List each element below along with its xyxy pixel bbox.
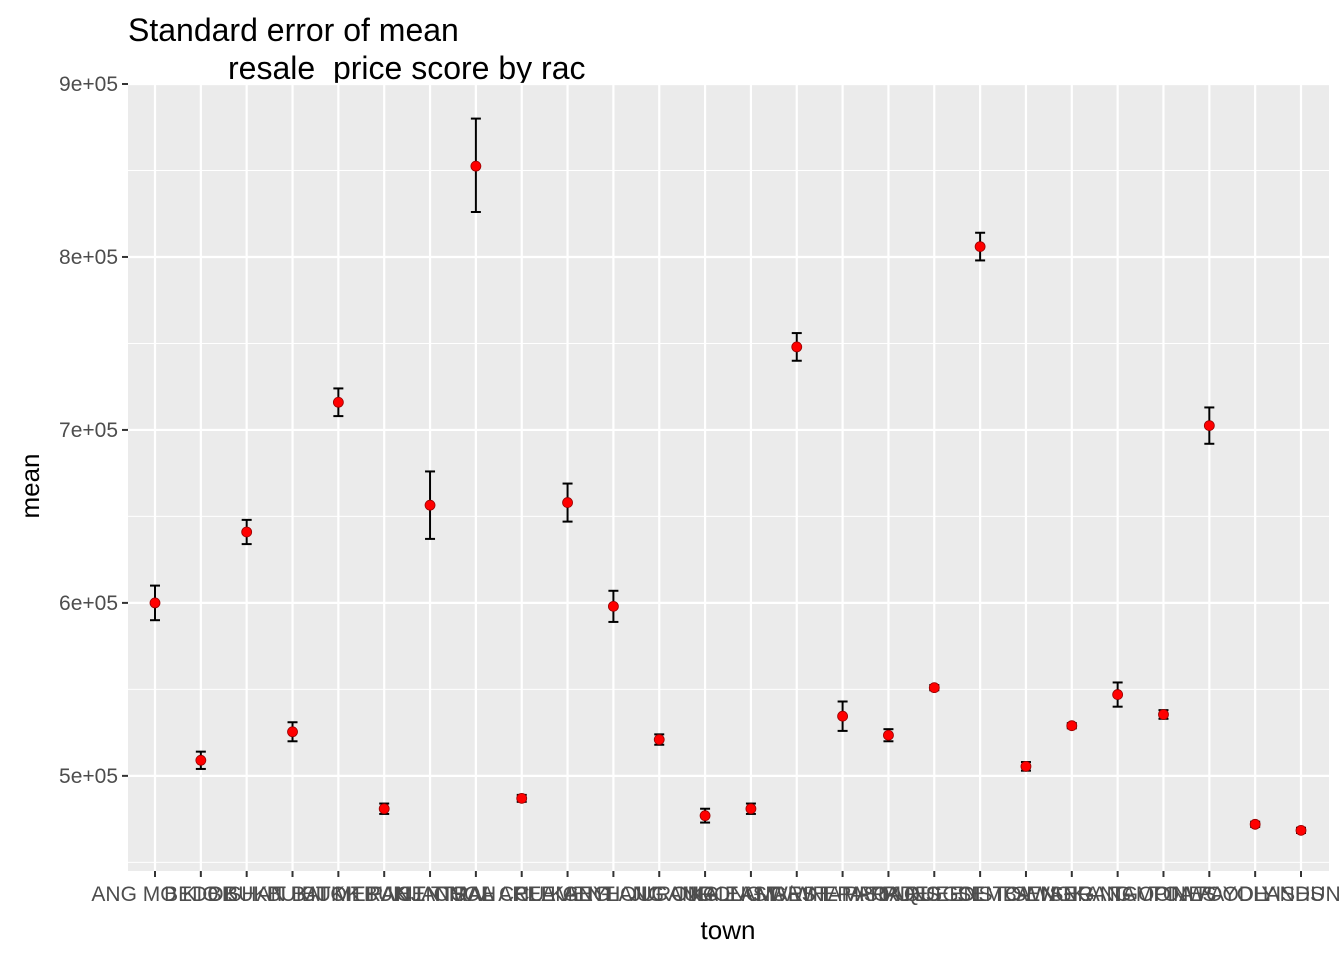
x-tick-label: TAMPINES xyxy=(1111,883,1217,906)
x-tick-label: QUEENSTOWN xyxy=(904,883,1056,906)
x-tick-label: KALLANG/WHAMPOA xyxy=(690,883,904,906)
chart-title-line-2: resale_price score by rac xyxy=(228,50,585,86)
x-tick-label: SEMBAWANG xyxy=(957,883,1094,906)
x-tick-label: SERANGOON xyxy=(1049,883,1186,906)
x-tick-label: SENGKANG xyxy=(1012,883,1131,906)
data-point xyxy=(1203,420,1215,432)
data-point xyxy=(928,682,940,694)
chart-title-line-1: Standard error of mean xyxy=(128,12,459,48)
x-tick-label: HOUGANG xyxy=(605,883,714,906)
x-tick-label: BUKIT MERAH xyxy=(267,883,410,906)
x-axis-title: town xyxy=(701,915,756,945)
x-tick-label: GEYLANG xyxy=(563,883,665,906)
data-point xyxy=(1249,818,1261,830)
x-tick-label: BEDOK xyxy=(164,883,238,906)
data-point xyxy=(241,526,253,538)
x-tick-label: JURONG EAST xyxy=(630,883,780,906)
x-tick-label: CHOA CHU KANG xyxy=(434,883,610,906)
data-point xyxy=(287,726,298,738)
x-tick-label: ANG MO KIO xyxy=(91,883,218,906)
data-point xyxy=(332,396,344,408)
y-tick-label: 9e+05 xyxy=(59,73,118,96)
plot-panel xyxy=(128,84,1329,871)
data-point xyxy=(745,803,757,815)
x-tick-label: WOODLANDS xyxy=(1186,883,1324,906)
x-tick-label: CENTRAL AREA xyxy=(396,883,555,906)
data-point xyxy=(195,754,207,766)
x-tick-label: BUKIT PANJANG xyxy=(302,883,467,906)
y-axis-title: mean xyxy=(15,453,45,518)
y-axis-ticks: 5e+05 6e+05 7e+05 8e+05 9e+05 xyxy=(59,73,128,788)
x-tick-label: JURONG WEST xyxy=(673,883,828,906)
y-tick-label: 8e+05 xyxy=(59,246,118,269)
x-tick-label: MARINE PARADE xyxy=(756,883,928,906)
x-tick-label: TOA PAYOH xyxy=(1150,883,1268,906)
data-point xyxy=(1158,709,1169,720)
data-point xyxy=(1295,824,1307,836)
data-point xyxy=(974,241,986,252)
data-point xyxy=(470,160,482,172)
y-tick-label: 6e+05 xyxy=(59,592,118,615)
data-point xyxy=(883,729,894,741)
data-point xyxy=(516,792,528,804)
x-tick-label: YISHUN xyxy=(1261,883,1340,906)
mean-points xyxy=(149,160,1307,836)
x-tick-label: BISHAN xyxy=(208,883,286,906)
x-tick-label: BUKIT TIMAH xyxy=(364,883,496,906)
data-point xyxy=(791,341,803,353)
data-point xyxy=(1066,720,1078,732)
x-tick-label: BUKIT BATOK xyxy=(224,883,361,906)
data-point xyxy=(562,497,573,508)
y-tick-label: 7e+05 xyxy=(59,419,118,442)
data-point xyxy=(1020,760,1032,772)
data-point xyxy=(1112,689,1124,700)
x-tick-label: PASIR RIS xyxy=(837,883,939,906)
data-point xyxy=(653,734,665,745)
data-point xyxy=(378,803,390,815)
data-point xyxy=(837,710,848,722)
minor-gridlines xyxy=(128,169,1329,863)
x-tick-label: PUNGGOL xyxy=(882,883,987,906)
data-point xyxy=(149,597,161,609)
data-point xyxy=(608,600,619,612)
data-point xyxy=(424,499,436,511)
y-tick-label: 5e+05 xyxy=(59,765,118,788)
x-tick-label: CLEMENTI xyxy=(514,883,620,906)
data-point xyxy=(699,810,711,822)
